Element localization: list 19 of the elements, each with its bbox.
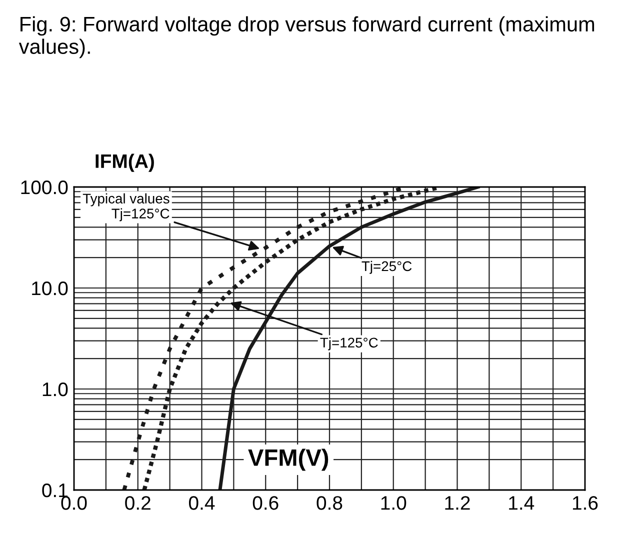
y-axis-title: IFM(A) (96, 154, 154, 172)
x-tick-label: 0.2 (125, 496, 150, 510)
x-tick-label: 0.6 (252, 496, 278, 510)
y-tick-label: 0.1 (42, 483, 68, 498)
annotation: Typical values Tj=125°C (82, 193, 170, 222)
x-tick-label: 0.8 (316, 496, 342, 510)
x-tick-label: 0.0 (61, 496, 87, 510)
annotation: Tj=125°C (320, 337, 378, 350)
y-tick-label: 100.0 (21, 180, 68, 194)
x-tick-label: 0.4 (188, 496, 215, 510)
annotation: Tj=25°C (362, 260, 412, 274)
chart-title: Fig. 9: Forward voltage drop versus forward current (maximum values). (18, 16, 594, 58)
x-tick-label: 1.2 (445, 496, 470, 510)
y-tick-label: 10.0 (32, 281, 68, 296)
x-tick-label: 1.0 (381, 496, 406, 510)
x-axis-title: VFM(V) (248, 448, 328, 471)
x-tick-label: 1.6 (572, 496, 598, 510)
x-tick-label: 1.4 (509, 496, 534, 510)
y-tick-label: 1.0 (42, 382, 68, 396)
